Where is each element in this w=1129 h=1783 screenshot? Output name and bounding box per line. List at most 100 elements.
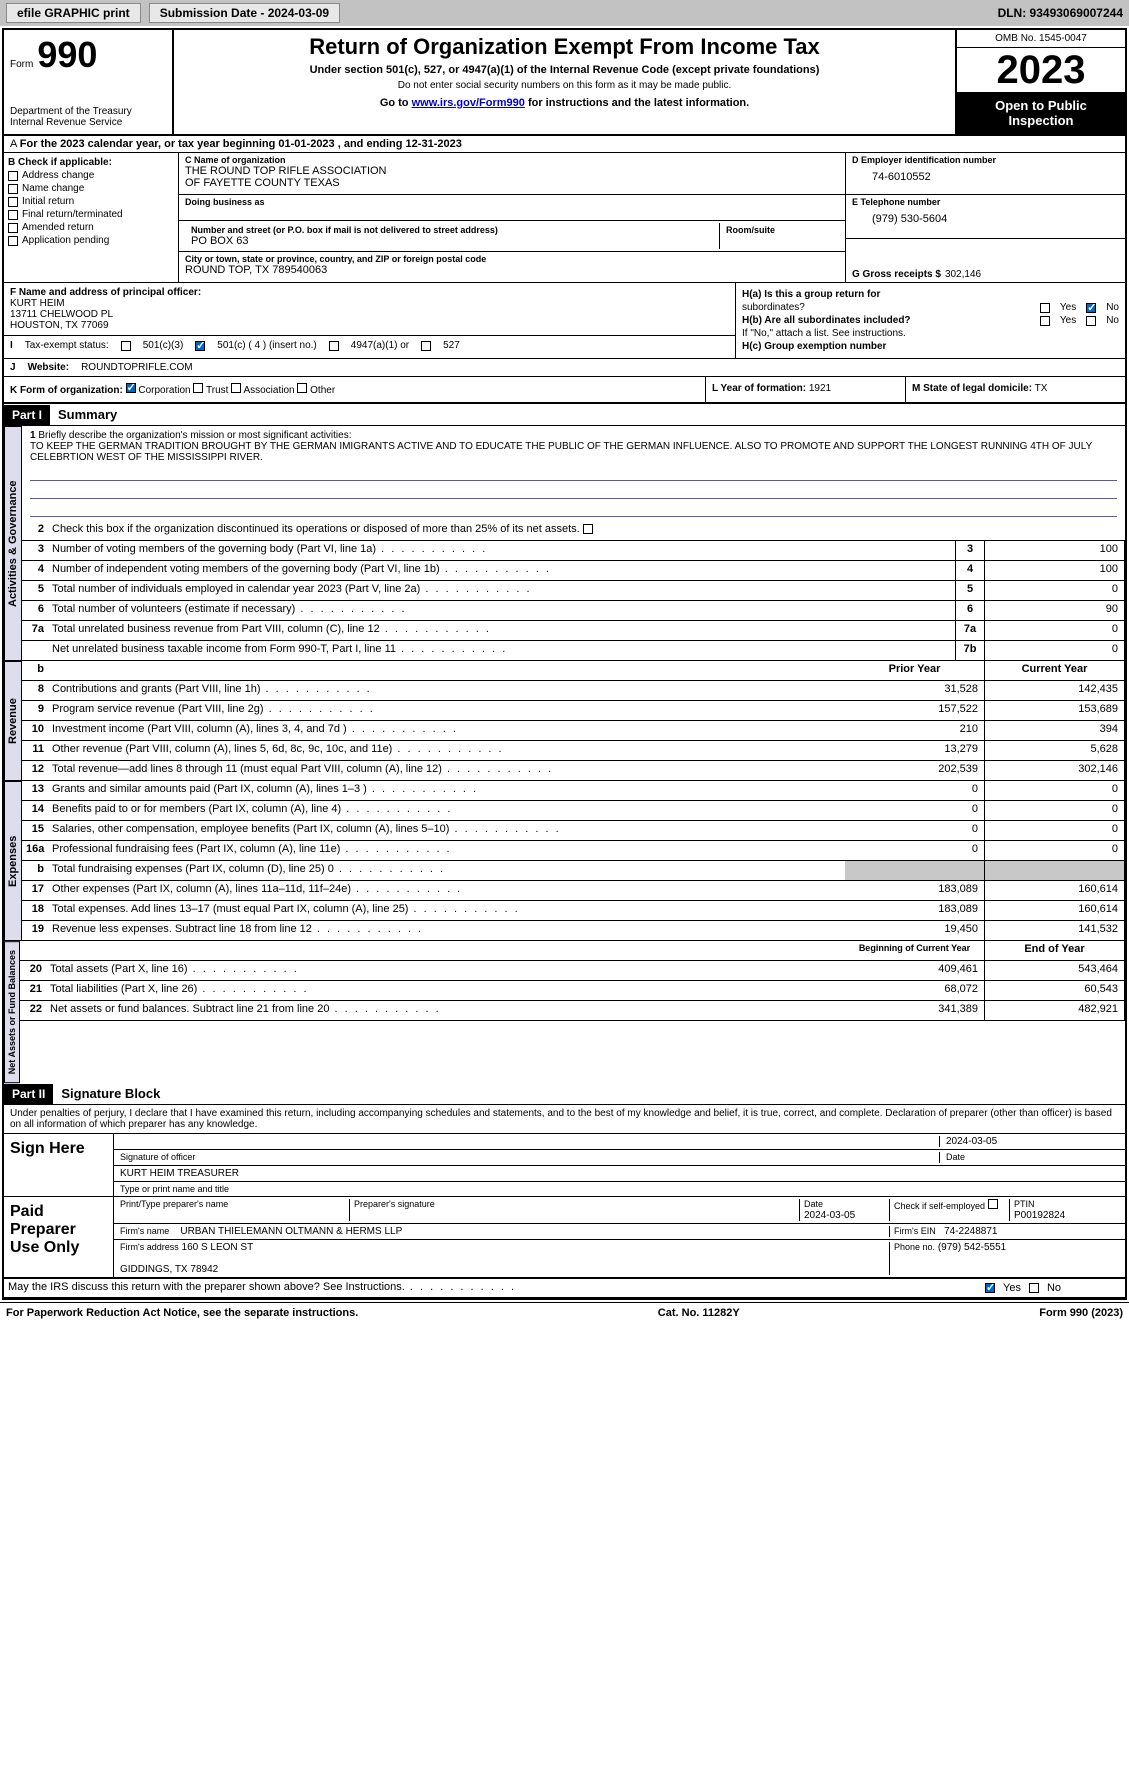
dln-label: DLN: 93493069007244 [998,6,1123,20]
form-subtitle: Under section 501(c), 527, or 4947(a)(1)… [182,64,947,76]
discuss-no: No [1047,1282,1061,1294]
block-b-label: B Check if applicable: [8,157,174,168]
header-right: OMB No. 1545-0047 2023 Open to Public In… [955,30,1125,134]
row-j: J Website: ROUNDTOPRIFLE.COM [4,359,1125,377]
form-title: Return of Organization Exempt From Incom… [182,34,947,60]
goto-line: Go to www.irs.gov/Form990 for instructio… [182,97,947,109]
data-line: 21Total liabilities (Part X, line 26)68,… [20,981,1125,1001]
cb-assoc[interactable] [231,383,241,393]
l-label: L Year of formation: [712,383,806,394]
data-line: 17Other expenses (Part IX, column (A), l… [22,881,1125,901]
mission-label: Briefly describe the organization's miss… [38,430,351,441]
lbl-501c: 501(c) ( 4 ) (insert no.) [217,340,316,351]
prep-sig-label: Preparer's signature [354,1199,435,1209]
line2-text: Check this box if the organization disco… [52,523,580,535]
cb-trust[interactable] [193,383,203,393]
tab-expenses: Expenses [4,781,22,941]
cb-name-change[interactable] [8,184,18,194]
submission-date-button[interactable]: Submission Date - 2024-03-09 [149,3,340,23]
hc-label: H(c) Group exemption number [742,341,886,352]
sig-officer-label: Signature of officer [120,1152,195,1162]
line-2: 2 Check this box if the organization dis… [22,521,1125,541]
room-label: Room/suite [726,225,833,235]
firm-ein-label: Firm's EIN [894,1226,936,1236]
goto-pre: Go to [380,97,412,109]
governance-grid: Activities & Governance 1 Briefly descri… [4,426,1125,661]
tab-netassets: Net Assets or Fund Balances [4,941,20,1083]
part-1-num: Part I [4,405,50,425]
lbl-other: Other [310,385,335,396]
expenses-grid: Expenses 13Grants and similar amounts pa… [4,781,1125,941]
cb-ha-no[interactable] [1086,303,1096,313]
cb-hb-no[interactable] [1086,316,1096,326]
cb-527[interactable] [421,341,431,351]
cb-initial-return[interactable] [8,197,18,207]
m-val: TX [1035,383,1048,394]
street-label: Number and street (or P.O. box if mail i… [191,225,713,235]
part-2-header: Part II Signature Block [4,1083,1125,1105]
block-m: M State of legal domicile: TX [905,377,1125,402]
cb-other[interactable] [297,383,307,393]
ein-val: 74-6010552 [852,165,1119,189]
lbl-no2: No [1106,315,1119,326]
ptin-label: PTIN [1014,1199,1035,1209]
firm-name: URBAN THIELEMANN OLTMANN & HERMS LLP [180,1226,402,1237]
firm-addr1: 160 S LEON ST [182,1242,254,1253]
open-inspection: Open to Public Inspection [957,92,1125,134]
tab-governance: Activities & Governance [4,426,22,661]
phone-label: E Telephone number [852,197,1119,207]
lbl-yes2: Yes [1060,315,1076,326]
officer-addr1: 13711 CHELWOOD PL [10,309,729,320]
prep-date-label: Date [804,1199,823,1209]
data-line: 14Benefits paid to or for members (Part … [22,801,1125,821]
date-label: Date [946,1152,965,1162]
cb-address-change[interactable] [8,171,18,181]
lbl-527: 527 [443,340,460,351]
data-line: 11Other revenue (Part VIII, column (A), … [22,741,1125,761]
data-line: 16aProfessional fundraising fees (Part I… [22,841,1125,861]
form-word: Form [10,59,33,70]
sign-here-row: Sign Here 2024-03-05 Signature of office… [4,1134,1125,1197]
cb-discuss-yes[interactable] [985,1283,995,1293]
irs-link[interactable]: www.irs.gov/Form990 [412,97,525,109]
discuss-yes: Yes [1003,1282,1021,1294]
data-line: 10Investment income (Part VIII, column (… [22,721,1125,741]
cb-discuss-no[interactable] [1029,1283,1039,1293]
lbl-name-change: Name change [22,183,84,194]
data-line: 12Total revenue—add lines 8 through 11 (… [22,761,1125,781]
cb-501c[interactable] [195,341,205,351]
gov-line: 3Number of voting members of the governi… [22,541,1125,561]
cb-501c3[interactable] [121,341,131,351]
mission-rule [30,501,1117,517]
top-bar: efile GRAPHIC print Submission Date - 20… [0,0,1129,26]
cb-app-pending[interactable] [8,236,18,246]
ssn-warning: Do not enter social security numbers on … [182,80,947,91]
discuss-row: May the IRS discuss this return with the… [4,1278,1125,1298]
cb-line2[interactable] [583,524,593,534]
cb-ha-yes[interactable] [1040,303,1050,313]
tab-revenue: Revenue [4,661,22,781]
sign-date: 2024-03-05 [939,1136,1119,1147]
part-1-title: Summary [50,404,125,425]
gov-line: Net unrelated business taxable income fr… [22,641,1125,661]
lbl-assoc: Association [243,385,294,396]
efile-print-button[interactable]: efile GRAPHIC print [6,3,141,23]
ein-label: D Employer identification number [852,155,1119,165]
netassets-grid: Net Assets or Fund Balances Beginning of… [4,941,1125,1083]
paid-preparer-row: Paid Preparer Use Only Print/Type prepar… [4,1197,1125,1278]
data-line: 13Grants and similar amounts paid (Part … [22,781,1125,801]
org-name-1: THE ROUND TOP RIFLE ASSOCIATION [185,165,839,177]
cb-amended[interactable] [8,223,18,233]
k-label: K Form of organization: [10,385,123,396]
cb-4947[interactable] [329,341,339,351]
period-row: A For the 2023 calendar year, or tax yea… [4,136,1125,153]
tax-year: 2023 [957,48,1125,92]
firm-ein: 74-2248871 [944,1226,997,1237]
prior-year-hdr: Prior Year [845,661,985,680]
cb-hb-yes[interactable] [1040,316,1050,326]
irs-label: Internal Revenue Service [10,117,166,128]
cb-final-return[interactable] [8,210,18,220]
cb-corp[interactable] [126,383,136,393]
cb-self-employed[interactable] [988,1199,998,1209]
officer-addr2: HOUSTON, TX 77069 [10,320,729,331]
